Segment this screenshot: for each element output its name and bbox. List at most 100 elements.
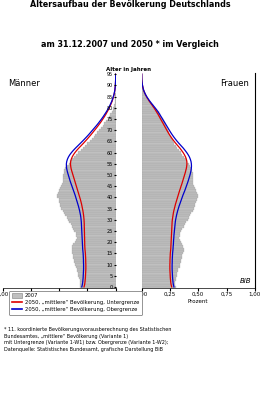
Bar: [72, 246, 116, 248]
Text: Altersaufbau der Bevölkerung Deutschlands: Altersaufbau der Bevölkerung Deutschland…: [30, 0, 230, 9]
Bar: [142, 194, 198, 196]
Text: Alter in Jahren: Alter in Jahren: [106, 67, 151, 72]
Bar: [142, 154, 183, 156]
Bar: [142, 203, 196, 205]
Bar: [57, 194, 116, 196]
Bar: [80, 279, 116, 281]
Bar: [80, 284, 116, 286]
Bar: [142, 228, 183, 230]
Bar: [68, 219, 116, 221]
Bar: [63, 174, 116, 176]
Bar: [72, 252, 116, 254]
Bar: [63, 180, 116, 183]
Bar: [142, 214, 190, 217]
Bar: [142, 158, 186, 160]
X-axis label: Prozent: Prozent: [49, 299, 69, 303]
Bar: [142, 237, 179, 239]
Bar: [80, 286, 116, 288]
Bar: [87, 142, 116, 145]
Bar: [142, 183, 193, 185]
Bar: [71, 223, 116, 225]
Text: Männer: Männer: [8, 79, 40, 88]
Bar: [76, 266, 116, 268]
Bar: [76, 239, 116, 241]
Bar: [142, 131, 169, 134]
Bar: [142, 225, 184, 228]
Bar: [70, 160, 116, 163]
Bar: [94, 136, 116, 138]
Bar: [57, 196, 116, 198]
Bar: [64, 169, 116, 172]
Bar: [142, 232, 180, 234]
Bar: [142, 140, 173, 142]
Bar: [83, 147, 116, 149]
Text: am 31.12.2007 und 2050 * im Vergleich: am 31.12.2007 und 2050 * im Vergleich: [41, 40, 219, 49]
Bar: [95, 134, 116, 136]
Bar: [142, 163, 189, 165]
Bar: [101, 127, 116, 129]
Bar: [142, 212, 191, 214]
Bar: [73, 243, 116, 246]
Bar: [142, 93, 145, 95]
Bar: [142, 241, 181, 243]
Bar: [76, 154, 116, 156]
Bar: [142, 172, 193, 174]
Bar: [142, 284, 175, 286]
Bar: [79, 277, 116, 279]
Bar: [142, 221, 186, 223]
Bar: [80, 281, 116, 284]
Bar: [142, 254, 183, 257]
Bar: [142, 174, 193, 176]
Bar: [108, 118, 116, 120]
Bar: [90, 140, 116, 142]
Bar: [142, 268, 178, 270]
Bar: [99, 129, 116, 131]
Bar: [77, 268, 116, 270]
Bar: [77, 270, 116, 272]
Bar: [142, 189, 196, 192]
Bar: [142, 118, 162, 120]
Bar: [142, 89, 143, 91]
Bar: [142, 149, 179, 151]
Bar: [60, 203, 116, 205]
Bar: [65, 167, 116, 169]
Bar: [73, 257, 116, 259]
Bar: [115, 95, 116, 98]
Bar: [61, 208, 116, 209]
Bar: [63, 176, 116, 178]
Bar: [142, 263, 180, 266]
Bar: [142, 95, 146, 98]
Bar: [142, 252, 183, 254]
Bar: [113, 107, 116, 109]
Bar: [142, 272, 177, 275]
Bar: [142, 279, 176, 281]
Bar: [142, 145, 176, 147]
Bar: [142, 250, 184, 252]
Bar: [74, 156, 116, 158]
Bar: [142, 219, 187, 221]
Bar: [142, 201, 196, 203]
Bar: [75, 241, 116, 243]
Bar: [78, 275, 116, 277]
Bar: [142, 142, 174, 145]
Bar: [109, 116, 116, 118]
Bar: [142, 147, 177, 149]
Text: BiB: BiB: [240, 278, 251, 284]
Bar: [76, 234, 116, 237]
Bar: [72, 250, 116, 252]
Bar: [103, 125, 116, 127]
Bar: [59, 189, 116, 192]
Bar: [142, 286, 176, 288]
Bar: [72, 158, 116, 160]
Bar: [77, 237, 116, 239]
Bar: [142, 230, 181, 232]
Bar: [69, 221, 116, 223]
Bar: [142, 91, 144, 93]
Bar: [60, 205, 116, 208]
Bar: [142, 98, 147, 100]
Bar: [64, 172, 116, 174]
Bar: [142, 234, 180, 237]
Bar: [65, 214, 116, 217]
Bar: [74, 230, 116, 232]
Bar: [142, 136, 171, 138]
